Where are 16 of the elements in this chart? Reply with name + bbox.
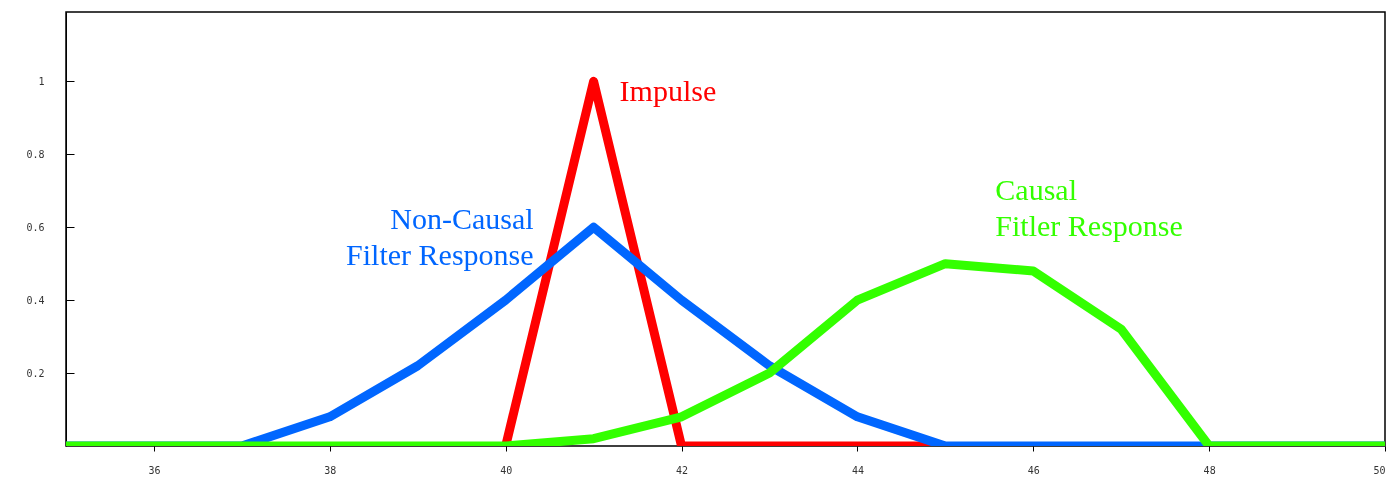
series-label: Causal Fitler Response (995, 172, 1183, 242)
y-tick-label: 0.2 (26, 367, 45, 379)
y-tick-label: 1 (38, 75, 45, 87)
x-tick-label: 46 (1027, 464, 1040, 476)
x-tick-label: 44 (851, 464, 864, 476)
x-tick-label: 40 (500, 464, 513, 476)
y-tick-label: 0.4 (26, 294, 45, 306)
x-tick-label: 42 (676, 464, 689, 476)
series-label: Impulse (619, 74, 717, 108)
x-tick-label: 38 (324, 464, 337, 476)
x-tick-label: 50 (1373, 464, 1386, 476)
x-tick-label: 36 (148, 464, 161, 476)
x-tick-label: 48 (1203, 464, 1216, 476)
y-tick-label: 0.6 (26, 221, 45, 233)
series-label: Non-Causal Filter Response (346, 202, 534, 272)
y-tick-label: 0.8 (26, 148, 45, 160)
